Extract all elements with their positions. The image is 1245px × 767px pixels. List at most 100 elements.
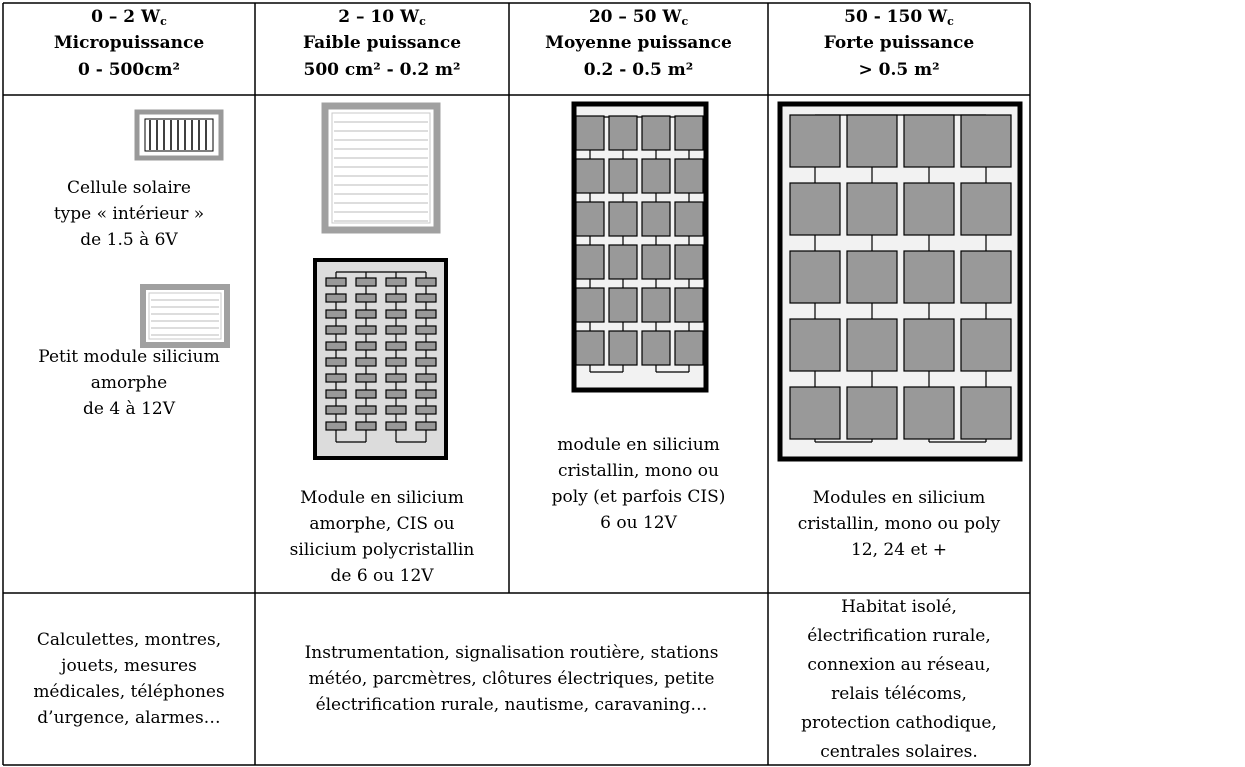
solar-cell bbox=[325, 389, 347, 399]
product-description: de 1.5 à 6V bbox=[80, 230, 178, 250]
product-description: Module en silicium bbox=[300, 488, 464, 508]
solar-cell bbox=[903, 318, 955, 372]
solar-cell bbox=[385, 373, 407, 383]
product-description: Cellule solaire bbox=[67, 178, 191, 198]
solar-cell bbox=[789, 182, 841, 236]
power-subscript: c bbox=[160, 15, 167, 28]
product-description: type « intérieur » bbox=[53, 204, 205, 224]
solar-cell bbox=[789, 114, 841, 168]
solar-cell bbox=[575, 201, 605, 237]
solar-cell bbox=[903, 182, 955, 236]
solar-cell bbox=[575, 287, 605, 323]
product-description: silicium polycristallin bbox=[289, 540, 475, 560]
product-description: 6 ou 12V bbox=[600, 513, 677, 533]
solar-cell bbox=[325, 309, 347, 319]
product-description: Modules en silicium bbox=[812, 488, 986, 508]
solar-cell bbox=[960, 114, 1012, 168]
solar-cell bbox=[355, 293, 377, 303]
product-description: cristallin, mono ou poly bbox=[797, 514, 1001, 534]
solar-cell bbox=[903, 250, 955, 304]
solar-cell bbox=[385, 341, 407, 351]
product-description: cristallin, mono ou bbox=[558, 461, 719, 481]
application-text: Instrumentation, signalisation routière,… bbox=[304, 643, 719, 663]
solar-cell bbox=[641, 201, 671, 237]
solar-cell bbox=[415, 309, 437, 319]
solar-cell bbox=[674, 330, 704, 366]
solar-cell bbox=[960, 386, 1012, 440]
solar-cell bbox=[674, 158, 704, 194]
solar-cell bbox=[325, 373, 347, 383]
solar-cell bbox=[355, 309, 377, 319]
solar-cell bbox=[415, 373, 437, 383]
product-description: amorphe, CIS ou bbox=[309, 514, 455, 534]
application-text: météo, parcmètres, clôtures électriques,… bbox=[308, 669, 715, 689]
solar-cell bbox=[674, 201, 704, 237]
solar-cell bbox=[415, 277, 437, 287]
solar-cell bbox=[385, 357, 407, 367]
application-text: jouets, mesures bbox=[61, 656, 197, 676]
solar-cell bbox=[355, 277, 377, 287]
application-text: relais télécoms, bbox=[831, 683, 967, 704]
solar-cell bbox=[355, 357, 377, 367]
solar-cell bbox=[415, 421, 437, 431]
solar-cell bbox=[608, 287, 638, 323]
product-description: Petit module silicium bbox=[38, 347, 220, 367]
solar-cell bbox=[674, 287, 704, 323]
solar-cell bbox=[903, 114, 955, 168]
solar-cell bbox=[415, 341, 437, 351]
header-power: 20 – 50 Wc bbox=[389, 4, 889, 30]
power-subscript: c bbox=[947, 15, 954, 28]
power-range: 0 – 2 W bbox=[91, 7, 161, 27]
header-power: 50 - 150 Wc bbox=[649, 4, 1149, 30]
solar-cell bbox=[385, 389, 407, 399]
application-text: Habitat isolé, bbox=[841, 596, 957, 617]
application-text: protection cathodique, bbox=[801, 712, 997, 733]
solar-cell bbox=[846, 114, 898, 168]
solar-cell bbox=[325, 277, 347, 287]
header-power: 0 – 2 Wc bbox=[0, 4, 379, 30]
application-text: centrales solaires. bbox=[820, 741, 978, 762]
solar-cell bbox=[325, 325, 347, 335]
power-range: 2 – 10 W bbox=[338, 7, 420, 27]
solar-cell bbox=[325, 405, 347, 415]
solar-cell bbox=[325, 293, 347, 303]
solar-cell bbox=[575, 244, 605, 280]
solar-cell bbox=[641, 244, 671, 280]
solar-cell bbox=[355, 389, 377, 399]
solar-cell bbox=[846, 386, 898, 440]
application-text: Calculettes, montres, bbox=[36, 630, 222, 650]
header-name: Micropuissance bbox=[53, 33, 205, 53]
solar-cell bbox=[674, 244, 704, 280]
solar-cell bbox=[674, 115, 704, 151]
solar-cell bbox=[415, 357, 437, 367]
solar-cell bbox=[325, 421, 347, 431]
application-text: électrification rurale, bbox=[807, 625, 991, 646]
application-text: électrification rurale, nautisme, carava… bbox=[315, 695, 708, 715]
solar-cell bbox=[385, 405, 407, 415]
solar-cell bbox=[385, 293, 407, 303]
solar-cell bbox=[575, 158, 605, 194]
product-description: amorphe bbox=[90, 373, 168, 393]
solar-cell bbox=[355, 341, 377, 351]
solar-cell bbox=[641, 330, 671, 366]
solar-cell bbox=[846, 250, 898, 304]
product-description: module en silicium bbox=[557, 435, 720, 455]
solar-cell bbox=[355, 373, 377, 383]
application-text: connexion au réseau, bbox=[807, 654, 991, 675]
solar-cell bbox=[385, 325, 407, 335]
product-description: de 6 ou 12V bbox=[330, 566, 434, 586]
solar-cell bbox=[415, 325, 437, 335]
solar-cell bbox=[641, 287, 671, 323]
application-text: médicales, téléphones bbox=[33, 682, 225, 702]
solar-cell bbox=[355, 405, 377, 415]
solar-cell bbox=[960, 182, 1012, 236]
solar-cell bbox=[789, 250, 841, 304]
solar-cell bbox=[608, 201, 638, 237]
solar-cell bbox=[325, 357, 347, 367]
solar-cell bbox=[608, 115, 638, 151]
solar-cell bbox=[575, 330, 605, 366]
solar-cell bbox=[415, 405, 437, 415]
cell-inner bbox=[144, 118, 214, 152]
